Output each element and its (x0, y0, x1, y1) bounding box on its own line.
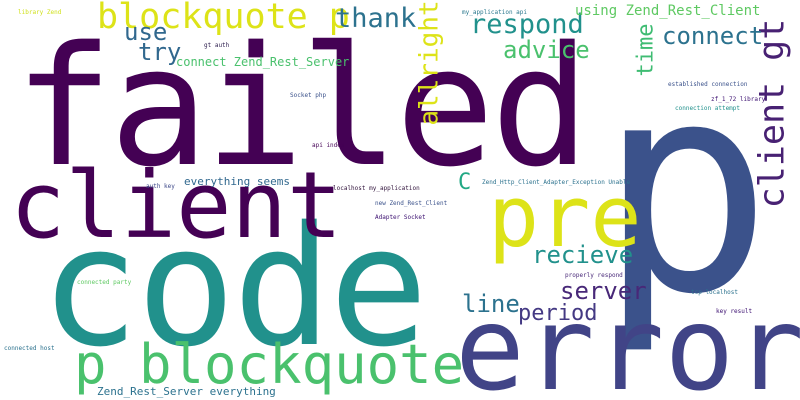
word-use: use (124, 18, 168, 46)
word-error: error (455, 282, 800, 400)
word-my-application-api: my_application api (462, 9, 528, 16)
word-blockquote-p: blockquote p (97, 0, 350, 37)
word-zf-1-72-library: zf_1_72 library (711, 96, 766, 103)
word-connected-host: connected host (4, 345, 55, 352)
word-key-result: key result (716, 308, 753, 315)
word-new-zend-rest-client: new Zend_Rest_Client (375, 200, 448, 207)
word-everything-seems: everything seems (184, 175, 290, 188)
word-socket-php: Socket php (290, 92, 327, 99)
word-established-connection: established connection (668, 81, 748, 88)
word-using-zend-rest-client: using Zend_Rest_Client (575, 3, 761, 19)
word-zend-http-client-adapter-exception-unable: Zend_Http_Client_Adapter_Exception Unabl… (482, 179, 631, 186)
word-connect-zend-rest-server: connect Zend_Rest_Server (176, 55, 350, 69)
word-line: line (462, 290, 520, 318)
word-advice: advice (503, 36, 590, 64)
word-localhost-my-application: localhost my_application (333, 185, 420, 192)
word-time: time (633, 23, 659, 77)
word-connected-party: connected party (77, 279, 132, 286)
word-pre: pre (488, 168, 642, 267)
word-respond: respond (470, 9, 584, 40)
word-code: code (40, 191, 428, 383)
word-adapter-socket: Adapter Socket (375, 214, 426, 221)
word-client: client (10, 152, 343, 259)
word-allright: allright (414, 0, 445, 126)
word-thank: thank (335, 3, 417, 34)
word-recieve: recieve (532, 241, 634, 269)
word-try: try (138, 38, 182, 66)
word-zend-rest-server-everything: Zend_Rest_Server everything (97, 385, 276, 398)
word-api-index: api index (312, 142, 345, 149)
word-connection-attempt: connection attempt (675, 105, 741, 112)
word-tcp-localhost: tcp localhost (691, 289, 738, 296)
word-library-zend: library Zend (18, 9, 62, 16)
word-p: p (598, 21, 773, 358)
word-connect: connect (662, 22, 764, 50)
word-server: server (560, 277, 647, 305)
word-c: C (458, 170, 472, 195)
word-auth-key: auth key (146, 183, 175, 190)
word-period: period (518, 301, 598, 326)
word-p-blockquote: p blockquote (74, 333, 465, 396)
word-gt-auth: gt auth (204, 42, 230, 49)
word-failed: failed (14, 11, 590, 203)
word-properly-respond: properly respond (565, 272, 623, 279)
